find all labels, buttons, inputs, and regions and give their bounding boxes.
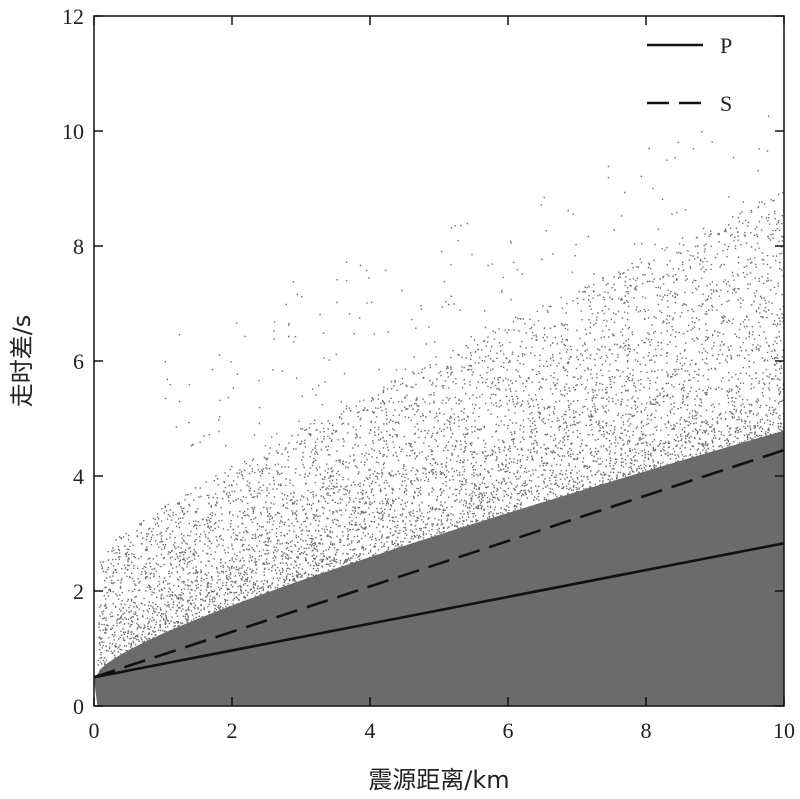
legend-label-s: S (720, 91, 732, 116)
y-tick-label: 10 (62, 119, 84, 144)
x-tick-label: 10 (773, 718, 795, 743)
series-line-s (94, 448, 784, 679)
x-tick-label: 8 (641, 718, 652, 743)
y-tick-label: 4 (73, 464, 84, 489)
dense-scatter-region (94, 430, 784, 706)
y-tick-label: 6 (73, 349, 84, 374)
x-axis-title: 震源距离/km (368, 766, 509, 794)
x-tick-label: 0 (89, 718, 100, 743)
axis-ticks (93, 15, 785, 707)
x-tick-label: 4 (365, 718, 376, 743)
x-tick-label: 6 (503, 718, 514, 743)
tick-labels: 0 2 4 6 8 10 0 2 4 6 8 10 12 (62, 4, 795, 743)
legend: PS (647, 33, 732, 116)
y-tick-label: 8 (73, 234, 84, 259)
fit-lines (94, 448, 784, 679)
x-tick-label: 2 (227, 718, 238, 743)
y-axis-title: 走时差/s (8, 315, 36, 408)
series-line-p (94, 541, 784, 679)
y-tick-label: 12 (62, 4, 84, 29)
y-tick-label: 0 (73, 694, 84, 719)
scatter-points (94, 115, 784, 706)
y-tick-label: 2 (73, 579, 84, 604)
sparse-scatter-points (97, 115, 784, 691)
legend-label-p: P (720, 33, 732, 58)
